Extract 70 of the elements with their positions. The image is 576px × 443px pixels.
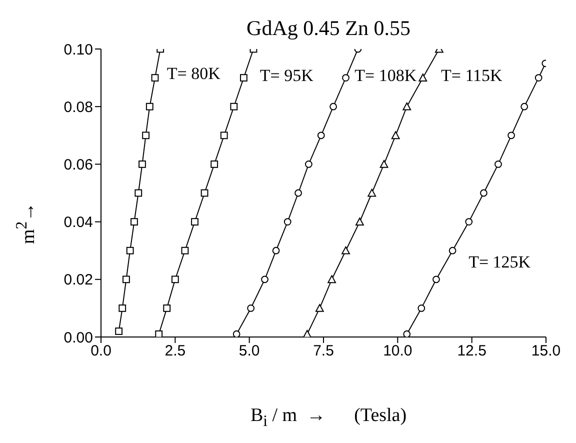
point [130, 218, 138, 226]
series-label: T= 108K [354, 66, 418, 85]
point [122, 276, 130, 284]
y-tick-label: 0.06 [64, 156, 93, 174]
point [272, 246, 280, 254]
point [480, 189, 488, 197]
point [138, 160, 146, 168]
point [261, 276, 268, 284]
point [240, 74, 248, 82]
x-axis-title: B$_{i}$ / m → (Tesla) [249, 405, 408, 431]
series-label: T= 80K [166, 64, 222, 84]
x-tick-label: 10.0 [383, 342, 412, 360]
point [304, 160, 312, 168]
x-tick-label: 0.0 [90, 342, 112, 360]
point [232, 330, 240, 337]
point [418, 74, 428, 82]
point [342, 246, 350, 254]
series-label: T= 115K [440, 66, 504, 85]
point [134, 189, 142, 197]
point [210, 160, 218, 168]
point [494, 160, 502, 168]
point [191, 218, 198, 226]
point [403, 330, 411, 337]
point [171, 276, 179, 284]
x-tick-label: 2.5 [164, 342, 186, 360]
point [200, 189, 208, 197]
point [508, 132, 515, 140]
point [302, 330, 312, 337]
y-tick-label: 0.04 [64, 214, 93, 232]
point [380, 160, 388, 168]
x-tick-label: 5.0 [238, 342, 260, 360]
point [142, 132, 150, 140]
point [118, 304, 126, 312]
point [181, 246, 189, 254]
point [230, 102, 238, 110]
y-tick-label: 0.08 [64, 98, 93, 116]
x-tick-label: 7.5 [313, 342, 334, 360]
series-label: T= 95K [260, 66, 314, 85]
point [534, 74, 542, 82]
point [391, 131, 400, 140]
y-tick-label: 0.02 [64, 272, 93, 289]
point [163, 304, 171, 312]
point [402, 102, 412, 110]
point [342, 74, 350, 82]
point [448, 246, 456, 254]
x-tick-label: 15.0 [531, 342, 561, 360]
point [315, 304, 324, 312]
point [294, 189, 302, 197]
point [328, 275, 336, 284]
point [418, 304, 426, 312]
point [330, 102, 337, 110]
series-label: T= 125K [468, 252, 532, 272]
point [247, 304, 255, 312]
x-tick-label: 12.5 [457, 342, 486, 360]
point [126, 246, 134, 254]
point [465, 218, 473, 226]
point [155, 330, 163, 337]
point [115, 328, 122, 335]
point [355, 218, 364, 226]
point [432, 276, 440, 284]
point [368, 188, 376, 197]
y-tick-label: 0.00 [64, 329, 93, 346]
point [146, 102, 154, 110]
chart-title: GdAg 0.45 Zn 0.55 [246, 16, 412, 41]
point [220, 132, 228, 140]
point [520, 102, 528, 110]
y-tick-label: 0.10 [64, 41, 93, 58]
point [317, 132, 325, 140]
point [151, 74, 159, 82]
point [284, 218, 292, 226]
